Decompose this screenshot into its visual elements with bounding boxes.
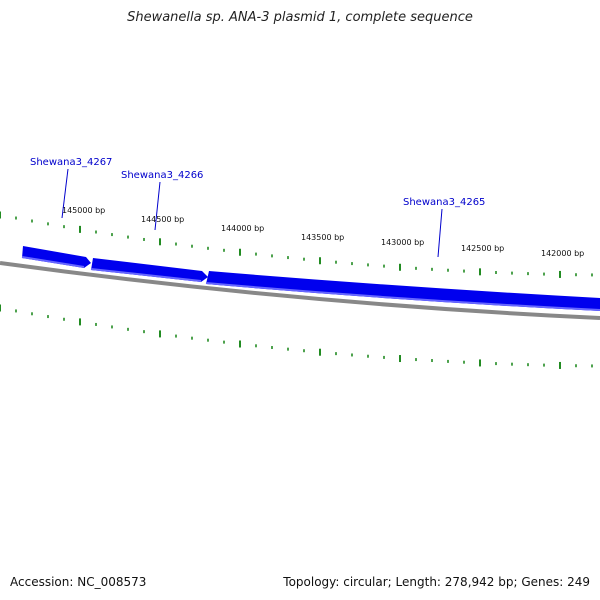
summary-text: Topology: circular; Length: 278,942 bp; … [283,575,590,589]
scale-label-142500: 142500 bp [461,244,504,253]
gene-arrow-shewana3-4265[interactable] [206,271,600,311]
scale-label-142000: 142000 bp [541,249,584,258]
outer-tick-track [0,211,593,278]
gene-track-highlight [21,256,600,311]
scale-label-144000: 144000 bp [221,224,264,233]
accession-text: Accession: NC_008573 [10,575,147,589]
gene-track [21,246,600,311]
gene-label-shewana3-4265[interactable]: Shewana3_4265 [403,197,485,208]
scale-labels: 145000 bp 144500 bp 144000 bp 143500 bp … [62,206,584,258]
scale-label-145000: 145000 bp [62,206,105,215]
gene-label-shewana3-4267[interactable]: Shewana3_4267 [30,157,112,168]
gene-leader-shewana3-4266 [154,181,161,231]
scale-label-144500: 144500 bp [141,215,184,224]
gene-arrow-shewana3-4266[interactable] [91,258,208,282]
scale-label-143000: 143000 bp [381,238,424,247]
scale-label-143500: 143500 bp [301,233,344,242]
gene-label-shewana3-4266[interactable]: Shewana3_4266 [121,170,203,181]
gene-leader-shewana3-4267 [61,168,69,219]
gene-arrow-shewana3-4267[interactable] [22,246,91,268]
map-title: Shewanella sp. ANA-3 plasmid 1, complete… [127,10,473,25]
inner-tick-track [0,304,593,369]
sequence-backbone [0,261,600,320]
gene-leader-shewana3-4265 [437,208,443,258]
gene-labels: Shewana3_4267 Shewana3_4266 Shewana3_426… [30,157,485,258]
